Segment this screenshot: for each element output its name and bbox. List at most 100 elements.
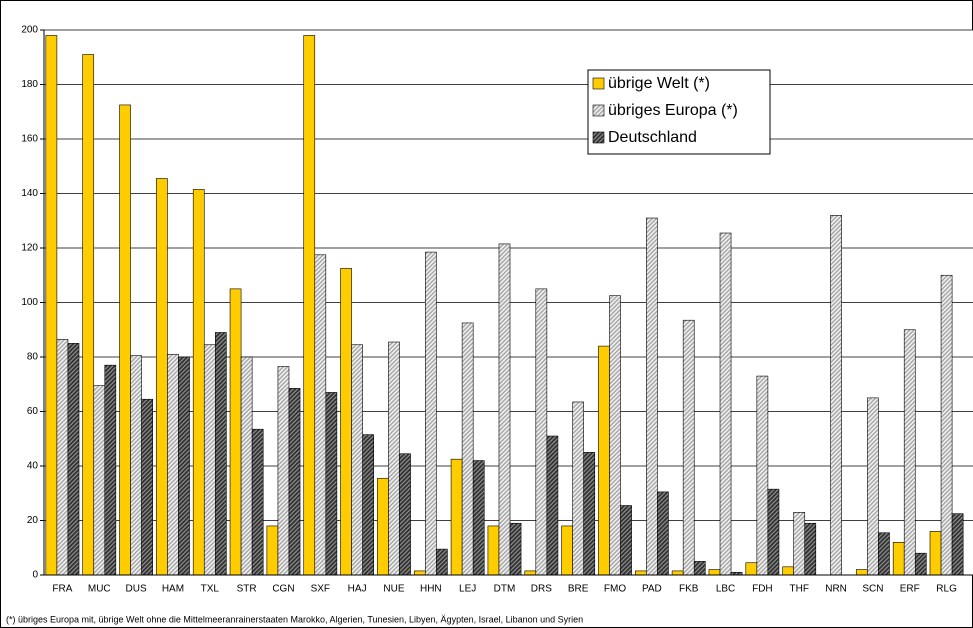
x-tick-label: SCN	[862, 584, 883, 595]
bar	[620, 505, 632, 576]
bar	[598, 345, 610, 576]
bar	[56, 338, 69, 576]
bar	[756, 375, 769, 576]
legend-swatch	[592, 77, 605, 90]
bar	[767, 488, 780, 576]
bar	[167, 353, 179, 576]
bar	[878, 532, 890, 576]
bar	[450, 458, 463, 576]
bar	[82, 54, 95, 576]
x-tick-label: SXF	[311, 584, 330, 595]
x-tick-label: LBC	[716, 584, 735, 595]
y-tick-label: 180	[21, 79, 38, 90]
bar	[509, 522, 522, 576]
y-tick-label: 0	[32, 570, 38, 581]
bar	[903, 329, 916, 576]
bar	[951, 513, 964, 576]
x-tick-label: PAD	[642, 584, 662, 595]
bar	[708, 569, 721, 576]
bar	[203, 344, 216, 576]
bar	[325, 392, 338, 576]
y-tick-label: 200	[21, 25, 38, 36]
x-tick-label: FMO	[604, 584, 626, 595]
bar	[277, 366, 290, 576]
y-tick-label: 100	[21, 297, 38, 308]
x-tick-label: HAM	[162, 584, 184, 595]
x-tick-label: BRE	[568, 584, 589, 595]
x-tick-label: DTM	[494, 584, 516, 595]
bar	[856, 569, 868, 576]
y-tick-label: 80	[27, 352, 39, 363]
bar	[682, 319, 695, 576]
bar	[424, 251, 437, 576]
legend-swatch	[592, 104, 605, 117]
legend-swatch	[592, 131, 605, 144]
bar	[535, 288, 548, 576]
bar	[436, 548, 448, 576]
x-tick-label: THF	[789, 584, 808, 595]
x-tick-label: RLG	[936, 584, 957, 595]
x-tick-label: FRA	[52, 584, 72, 595]
bar	[657, 491, 669, 576]
bar	[914, 552, 927, 576]
x-tick-label: FDH	[752, 584, 773, 595]
y-tick-label: 160	[21, 134, 38, 145]
bar	[793, 512, 806, 576]
bar	[93, 385, 106, 576]
bar	[498, 243, 511, 576]
bar	[178, 356, 190, 576]
bar	[804, 522, 817, 576]
x-tick-label: STR	[237, 584, 257, 595]
x-tick-label: ERF	[900, 584, 920, 595]
x-tick-label: NUE	[383, 584, 404, 595]
bar	[524, 570, 537, 576]
x-tick-label: CGN	[272, 584, 294, 595]
y-tick-label: 40	[27, 461, 39, 472]
bar	[215, 332, 227, 576]
y-tick-label: 60	[27, 406, 39, 417]
bar	[351, 344, 363, 576]
x-tick-label: DUS	[126, 584, 147, 595]
bar	[487, 525, 500, 576]
y-tick-label: 20	[27, 515, 39, 526]
bar	[693, 561, 706, 576]
bar	[251, 428, 264, 576]
bar	[288, 388, 301, 576]
bar	[399, 453, 411, 576]
bar	[314, 254, 327, 576]
bar	[572, 401, 585, 576]
legend-label: Deutschland	[608, 129, 697, 146]
x-tick-label: FKB	[679, 584, 699, 595]
bar	[340, 268, 352, 576]
bar	[892, 541, 905, 576]
bar	[609, 295, 621, 576]
bar	[413, 570, 426, 576]
bar	[141, 398, 153, 576]
bar	[929, 531, 942, 576]
bar	[229, 288, 242, 576]
x-tick-label: LEJ	[459, 584, 476, 595]
bar	[461, 322, 474, 576]
bar	[119, 104, 131, 576]
bar	[303, 35, 316, 576]
bar	[240, 356, 253, 576]
bar	[104, 364, 117, 576]
bar	[867, 397, 879, 576]
y-tick-label: 120	[21, 243, 38, 254]
x-tick-label: DRS	[531, 584, 552, 595]
bar	[472, 460, 485, 576]
x-tick-label: HAJ	[348, 584, 367, 595]
bar	[192, 189, 205, 576]
bar	[561, 525, 573, 576]
legend-label: übriges Europa (*)	[608, 102, 738, 119]
bar	[646, 217, 658, 576]
bar	[671, 570, 684, 576]
bar	[45, 35, 58, 576]
x-tick-label: HHN	[420, 584, 442, 595]
bar	[67, 343, 80, 576]
bar	[719, 232, 732, 576]
bar	[130, 355, 142, 576]
bar	[940, 274, 953, 576]
x-tick-label: TXL	[201, 584, 220, 595]
